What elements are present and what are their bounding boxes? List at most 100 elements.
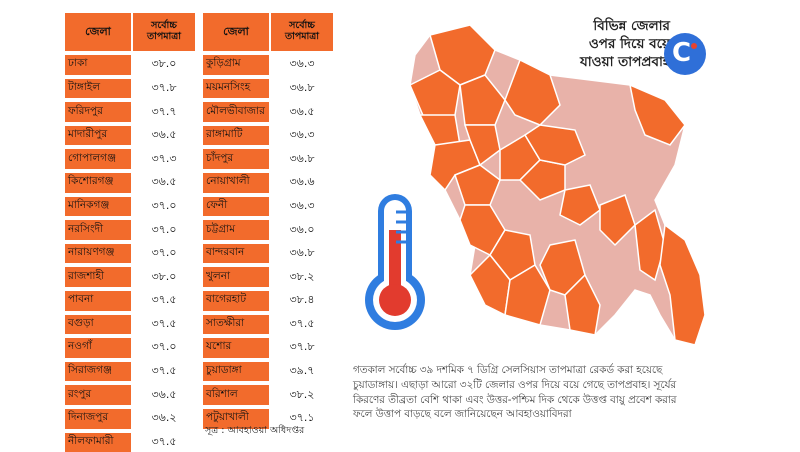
max-temperature: ৩৭.০ [133, 338, 195, 358]
map-district-north [459, 74, 506, 126]
map-district-bandarban [659, 223, 706, 346]
max-temperature: ৩৭.৭ [133, 102, 195, 122]
max-temperature: ৩৭.০ [133, 220, 195, 240]
max-temperature: ৩৮.০ [133, 55, 195, 75]
map-district-east [599, 194, 636, 247]
max-temperature: ৩৭.৫ [133, 291, 195, 311]
table-row: নওগাঁ ৩৭.০ [65, 338, 195, 358]
max-temperature: ৩৬.৫ [271, 102, 333, 122]
district-name: বাগেরহাট [203, 291, 269, 311]
table-row: পাবনা ৩৭.৫ [65, 291, 195, 311]
source-note: সূত্র : আবহাওয়া অধিদপ্তর [205, 425, 305, 436]
map-district-northwest [418, 114, 461, 146]
table-row: কুড়িগ্রাম ৩৬.৩ [203, 55, 333, 75]
district-name: নরসিংদী [65, 220, 131, 240]
brand-c-logo-icon: C [664, 33, 706, 75]
table-row: মৌলভীবাজার ৩৬.৫ [203, 102, 333, 122]
district-name: কুড়িগ্রাম [203, 55, 269, 75]
table-row: পটুয়াখালী ৩৭.১ [203, 409, 333, 429]
district-name: ফেনী [203, 196, 269, 217]
map-district-patuakhali [564, 273, 601, 336]
thermometer-icon [365, 194, 425, 330]
district-name: রাজশাহী [65, 267, 131, 287]
table-row: মাদারীপুর ৩৬.৫ [65, 125, 195, 146]
table-row: যশোর ৩৭.৮ [203, 338, 333, 358]
district-name: নওগাঁ [65, 338, 131, 358]
max-temperature: ৩৭.৩ [133, 149, 195, 169]
caption-text: গতকাল সর্বোচ্চ ৩৯ দশমিক ৭ ডিগ্রি সেলসিয়… [353, 364, 677, 421]
table-row: সিরাজগঞ্জ ৩৭.৫ [65, 361, 195, 382]
map-headline: বিভিন্ন জেলার ওপর দিয়ে বয়ে যাওয়া তাপপ… [530, 17, 670, 71]
district-name: চট্টগ্রাম [203, 220, 269, 240]
map-district-north [409, 69, 461, 121]
district-name: নোয়াখালী [203, 173, 269, 193]
table-row: চট্টগ্রাম ৩৬.০ [203, 220, 333, 240]
max-temperature: ৩৭.৮ [133, 78, 195, 99]
table-row: টাঙ্গাইল ৩৭.৮ [65, 78, 195, 99]
map-district-bagerhat [504, 263, 551, 326]
table-row: বরিশাল ৩৮.২ [203, 385, 333, 405]
map-district-east [628, 83, 686, 146]
table-row: ফেনী ৩৬.৩ [203, 196, 333, 217]
table-row: নারায়ণগঞ্জ ৩৭.০ [65, 243, 195, 264]
district-name: পাবনা [65, 291, 131, 311]
table-row: রাজশাহী ৩৮.০ [65, 267, 195, 287]
table-row: বান্দরবান ৩৬.৮ [203, 243, 333, 264]
table-row: খুলনা ৩৮.২ [203, 267, 333, 287]
district-name: যশোর [203, 338, 269, 358]
max-temperature: ৩৮.৪ [271, 291, 333, 311]
table-row: ফরিদপুর ৩৭.৭ [65, 102, 195, 122]
max-temperature: ৩৬.২ [133, 409, 195, 429]
district-name: নীলফামারী [65, 432, 131, 452]
header-max-temp: সর্বোচ্চ তাপমাত্রা [271, 13, 333, 51]
max-temperature: ৩৬.৫ [133, 125, 195, 146]
max-temperature: ৩৮.২ [271, 385, 333, 405]
table-row: নরসিংদী ৩৭.০ [65, 220, 195, 240]
max-temperature: ৩৬.৬ [271, 173, 333, 193]
map-district-central [559, 184, 601, 226]
table-row: মানিকগঞ্জ ৩৭.০ [65, 196, 195, 217]
max-temperature: ৩৭.৫ [133, 361, 195, 382]
table-header: জেলা সর্বোচ্চ তাপমাত্রা [203, 13, 333, 51]
table-row: রাঙ্গামাটি ৩৬.৩ [203, 125, 333, 146]
max-temperature: ৩৬.৩ [271, 196, 333, 217]
table-row: দিনাজপুর ৩৬.২ [65, 409, 195, 429]
headline-line: ওপর দিয়ে বয়ে [588, 36, 670, 52]
table-row: ঢাকা ৩৮.০ [65, 55, 195, 75]
max-temperature: ৩৬.৫ [133, 173, 195, 193]
max-temperature: ৩৬.৮ [271, 78, 333, 99]
table-row: রংপুর ৩৬.৫ [65, 385, 195, 405]
max-temperature: ৩৭.৫ [133, 432, 195, 452]
district-name: মৌলভীবাজার [203, 102, 269, 122]
max-temperature: ৩৭.০ [133, 196, 195, 217]
district-name: রংপুর [65, 385, 131, 405]
district-name: কিশোরগঞ্জ [65, 173, 131, 193]
district-name: ফরিদপুর [65, 102, 131, 122]
district-name: চাঁদপুর [203, 149, 269, 169]
table-row: নীলফামারী ৩৭.৫ [65, 432, 195, 452]
district-name: সাতক্ষীরা [203, 314, 269, 335]
table-header: জেলা সর্বোচ্চ তাপমাত্রা [65, 13, 195, 51]
district-name: ময়মনসিংহ [203, 78, 269, 99]
district-name: রাঙ্গামাটি [203, 125, 269, 146]
max-temperature: ৩৮.২ [271, 267, 333, 287]
max-temperature: ৩৭.৮ [271, 338, 333, 358]
map-district-dhaka [518, 159, 566, 201]
table-row: বাগেরহাট ৩৮.৪ [203, 291, 333, 311]
max-temperature: ৩৭.৫ [271, 314, 333, 335]
table-row: সাতক্ষীরা ৩৭.৫ [203, 314, 333, 335]
district-name: বান্দরবান [203, 243, 269, 264]
district-name: চুয়াডাঙ্গা [203, 361, 269, 382]
table-row: চাঁদপুর ৩৬.৮ [203, 149, 333, 169]
table-row: ময়মনসিংহ ৩৬.৮ [203, 78, 333, 99]
district-name: সিরাজগঞ্জ [65, 361, 131, 382]
district-name: দিনাজপুর [65, 409, 131, 429]
district-name: মানিকগঞ্জ [65, 196, 131, 217]
max-temperature: ৩৭.৫ [133, 314, 195, 335]
table-row: কিশোরগঞ্জ ৩৬.৫ [65, 173, 195, 193]
header-district: জেলা [203, 13, 269, 51]
max-temperature: ৩৬.৩ [271, 55, 333, 75]
temperature-table-left: জেলা সর্বোচ্চ তাপমাত্রা ঢাকা ৩৮.০ টাঙ্গাইল… [65, 13, 195, 452]
map-district-central [523, 124, 586, 166]
district-name: বগুড়া [65, 314, 131, 335]
